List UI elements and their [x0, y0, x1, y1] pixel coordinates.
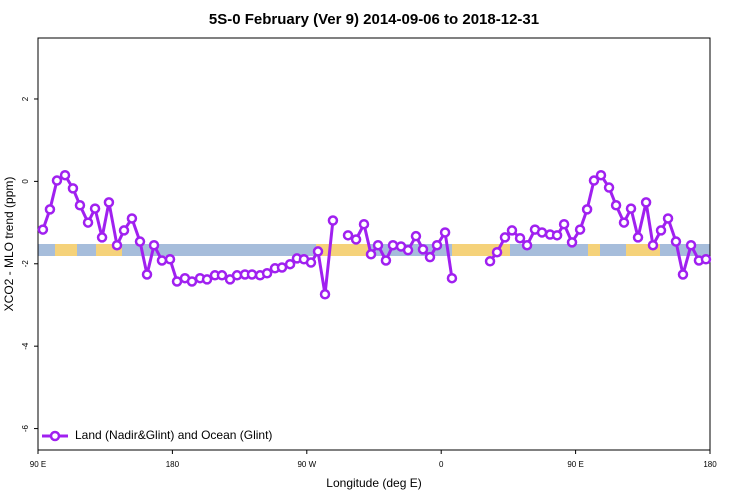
data-point — [424, 251, 436, 263]
data-point — [625, 203, 637, 214]
legend-label: Land (Nadir&Glint) and Ocean (Glint) — [75, 428, 272, 442]
data-point — [156, 255, 168, 266]
data-point — [521, 239, 533, 251]
data-point — [655, 225, 667, 236]
data-point — [372, 239, 384, 251]
x-tick-label: 90 W — [297, 460, 316, 469]
data-point — [566, 237, 578, 248]
y-axis-label: XCO2 - MLO trend (ppm) — [2, 177, 16, 312]
data-point — [574, 224, 586, 235]
data-point — [201, 274, 213, 285]
data-point — [164, 253, 176, 265]
data-point — [216, 270, 228, 281]
data-point — [558, 218, 570, 230]
data-point — [118, 225, 130, 236]
data-point — [536, 227, 548, 238]
x-tick-label: 0 — [439, 460, 444, 469]
land-patch — [55, 244, 77, 256]
legend-marker — [49, 430, 61, 442]
data-point — [305, 257, 317, 268]
data-point — [358, 218, 370, 230]
y-tick-label: 0 — [21, 179, 30, 184]
x-tick-label: 90 E — [30, 460, 46, 469]
data-point — [417, 244, 429, 255]
data-point — [134, 236, 146, 247]
data-point — [618, 217, 630, 228]
data-point — [44, 204, 56, 215]
chart-title: 5S-0 February (Ver 9) 2014-09-06 to 2018… — [209, 11, 539, 28]
land-patch — [588, 244, 600, 256]
land-patch — [316, 244, 368, 256]
data-point — [67, 183, 79, 194]
data-point — [89, 203, 101, 214]
data-point — [588, 175, 600, 186]
data-point — [662, 213, 674, 224]
data-point — [431, 239, 443, 251]
data-point — [350, 234, 362, 245]
data-point — [514, 232, 526, 244]
data-point — [276, 262, 288, 273]
data-point — [595, 169, 607, 181]
data-point — [148, 239, 160, 251]
x-tick-label: 90 E — [567, 460, 583, 469]
data-point — [261, 268, 273, 279]
data-point — [439, 227, 451, 238]
data-point — [632, 232, 644, 243]
y-tick-label: -2 — [21, 260, 30, 268]
plot-frame — [37, 37, 711, 451]
data-point — [402, 244, 414, 256]
data-point — [484, 256, 496, 267]
data-point — [506, 225, 518, 236]
data-point — [319, 289, 331, 300]
data-point — [82, 217, 94, 228]
data-point — [499, 232, 511, 243]
data-point — [111, 239, 123, 251]
data-point — [446, 272, 458, 284]
data-point — [491, 246, 503, 258]
data-point — [387, 239, 399, 251]
y-tick-label: 2 — [21, 96, 30, 101]
data-point — [640, 197, 652, 208]
data-point — [670, 236, 682, 247]
data-point — [186, 276, 198, 287]
data-point — [284, 258, 296, 270]
data-point — [37, 224, 49, 235]
y-tick-label: -4 — [21, 342, 30, 350]
data-point — [700, 253, 712, 265]
data-point — [410, 230, 422, 242]
data-point — [59, 169, 71, 181]
data-point — [312, 246, 324, 257]
x-tick-label: 180 — [703, 460, 717, 469]
data-point — [551, 230, 563, 241]
x-axis-label: Longitude (deg E) — [326, 476, 421, 490]
data-point — [96, 232, 108, 243]
x-tick-label: 180 — [166, 460, 180, 469]
data-point — [342, 230, 354, 241]
data-point — [603, 182, 615, 193]
data-point — [51, 175, 63, 186]
data-point — [581, 204, 593, 215]
data-point — [141, 269, 153, 280]
data-point — [380, 255, 392, 266]
data-point — [685, 239, 697, 251]
data-point — [103, 197, 115, 208]
data-point — [246, 269, 258, 280]
data-point — [647, 239, 659, 251]
data-point — [126, 213, 138, 224]
y-tick-label: -6 — [21, 424, 30, 432]
data-point — [610, 200, 622, 211]
data-point — [677, 269, 689, 280]
data-point — [74, 200, 86, 211]
data-point — [327, 215, 339, 226]
data-point — [365, 249, 377, 260]
